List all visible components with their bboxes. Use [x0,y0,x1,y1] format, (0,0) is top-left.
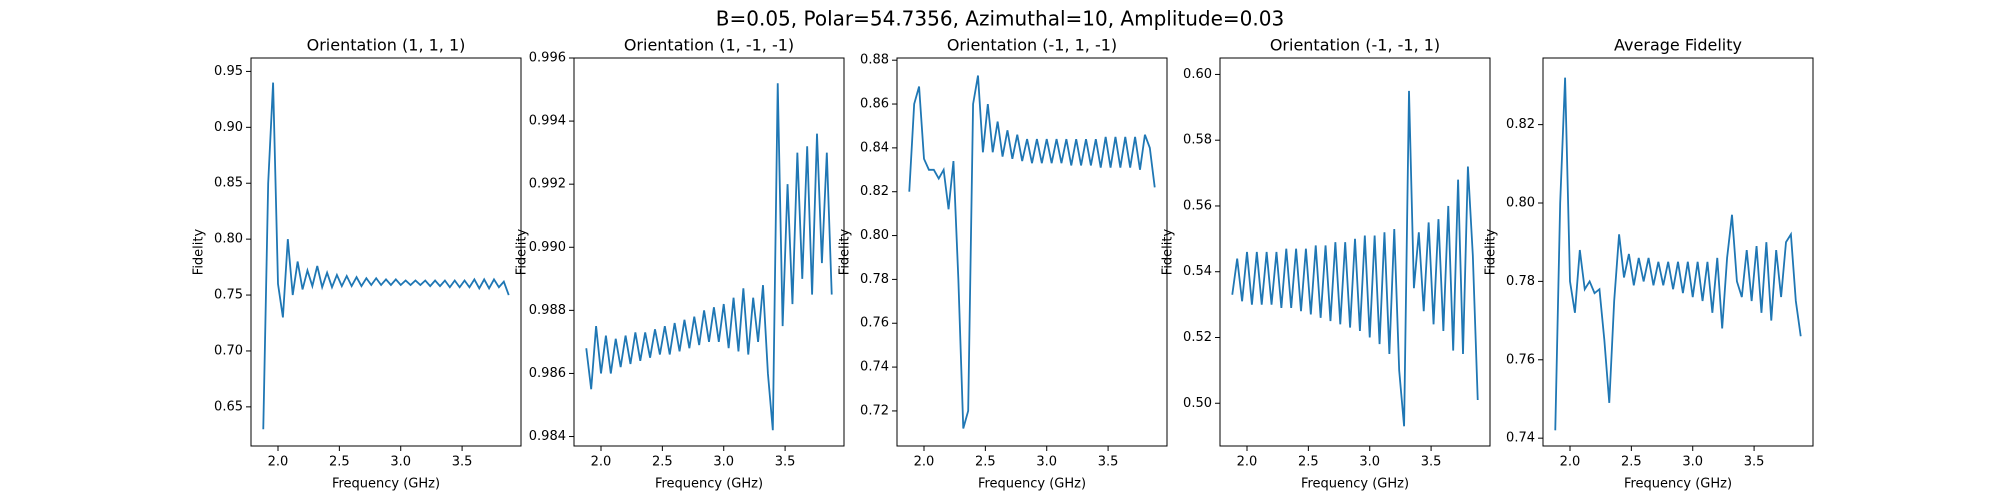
y-tick-label: 0.65 [214,399,243,414]
subplot-title: Orientation (1, -1, -1) [624,36,794,55]
x-tick-label: 2.0 [1237,455,1258,470]
y-tick-label: 0.992 [529,177,566,192]
x-axis-label: Frequency (GHz) [332,477,440,492]
axes-frame [573,57,845,447]
y-tick-label: 0.76 [860,316,889,331]
y-axis-label: Fidelity [192,228,207,275]
subplot-title: Average Fidelity [1614,36,1742,55]
x-tick-label: 3.0 [1359,455,1380,470]
y-tick-label: 0.58 [1183,133,1212,148]
y-tick-label: 0.88 [860,53,889,68]
subplot-title: Orientation (1, 1, 1) [307,36,466,55]
x-tick-label: 3.5 [1744,455,1765,470]
y-axis-label: Fidelity [1161,228,1176,275]
plot-area [1543,58,1813,446]
data-line [1554,77,1802,431]
data-line [908,75,1156,429]
x-tick-label: 3.5 [775,455,796,470]
y-tick-label: 0.95 [214,64,243,79]
x-tick-label: 2.0 [1560,455,1581,470]
y-axis-label: Fidelity [515,228,530,275]
x-axis-label: Frequency (GHz) [1301,477,1409,492]
y-tick-label: 0.86 [860,97,889,112]
y-tick-label: 0.75 [214,288,243,303]
x-tick-label: 2.0 [591,455,612,470]
y-tick-label: 0.78 [1506,274,1535,289]
y-tick-label: 0.74 [1506,431,1535,446]
y-tick-label: 0.990 [529,240,566,255]
x-axis-label: Frequency (GHz) [1624,477,1732,492]
y-tick-label: 0.50 [1183,396,1212,411]
y-tick-label: 0.84 [860,140,889,155]
y-tick-label: 0.56 [1183,198,1212,213]
axes-frame [1542,57,1814,447]
y-tick-label: 0.82 [1506,117,1535,132]
data-line [262,82,510,430]
y-tick-label: 0.90 [214,120,243,135]
axes-frame [250,57,522,447]
y-tick-label: 0.82 [860,184,889,199]
plot-area [251,58,521,446]
y-tick-label: 0.988 [529,303,566,318]
plot-area [574,58,844,446]
x-tick-label: 2.5 [1298,455,1319,470]
plot-area [897,58,1167,446]
subplot-title: Orientation (-1, 1, -1) [947,36,1117,55]
y-tick-label: 0.80 [860,228,889,243]
axes-frame [896,57,1168,447]
y-axis-label: Fidelity [838,228,853,275]
y-tick-label: 0.986 [529,366,566,381]
subplot-title: Orientation (-1, -1, 1) [1270,36,1440,55]
y-tick-label: 0.78 [860,272,889,287]
data-line [585,83,833,431]
y-tick-label: 0.984 [529,429,566,444]
y-tick-label: 0.72 [860,403,889,418]
x-tick-label: 2.0 [914,455,935,470]
x-tick-label: 2.5 [652,455,673,470]
y-tick-label: 0.85 [214,176,243,191]
x-tick-label: 3.5 [452,455,473,470]
x-tick-label: 2.5 [975,455,996,470]
x-axis-label: Frequency (GHz) [978,477,1086,492]
y-tick-label: 0.996 [529,51,566,66]
x-tick-label: 2.5 [329,455,350,470]
y-tick-label: 0.52 [1183,330,1212,345]
y-tick-label: 0.74 [860,360,889,375]
x-tick-label: 2.5 [1621,455,1642,470]
data-line [1231,90,1479,427]
axes-frame [1219,57,1491,447]
y-tick-label: 0.76 [1506,352,1535,367]
y-tick-label: 0.994 [529,114,566,129]
y-tick-label: 0.60 [1183,67,1212,82]
y-tick-label: 0.70 [214,343,243,358]
x-tick-label: 2.0 [268,455,289,470]
x-tick-label: 3.0 [1682,455,1703,470]
x-tick-label: 3.0 [1036,455,1057,470]
x-axis-label: Frequency (GHz) [655,477,763,492]
y-tick-label: 0.80 [1506,196,1535,211]
figure-title: B=0.05, Polar=54.7356, Azimuthal=10, Amp… [716,7,1284,31]
x-tick-label: 3.0 [713,455,734,470]
y-axis-label: Fidelity [1484,228,1499,275]
y-tick-label: 0.54 [1183,264,1212,279]
x-tick-label: 3.0 [390,455,411,470]
x-tick-label: 3.5 [1421,455,1442,470]
x-tick-label: 3.5 [1098,455,1119,470]
y-tick-label: 0.80 [214,232,243,247]
